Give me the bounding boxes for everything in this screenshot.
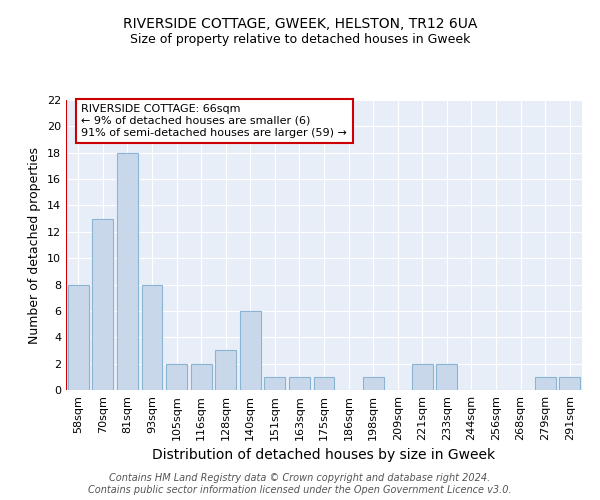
Bar: [436, 364, 457, 390]
Text: RIVERSIDE COTTAGE: 66sqm
← 9% of detached houses are smaller (6)
91% of semi-det: RIVERSIDE COTTAGE: 66sqm ← 9% of detache…: [82, 104, 347, 138]
Bar: [68, 284, 89, 390]
Bar: [191, 364, 212, 390]
Bar: [289, 377, 310, 390]
Bar: [215, 350, 236, 390]
Bar: [240, 311, 261, 390]
Bar: [265, 377, 286, 390]
Bar: [92, 218, 113, 390]
Bar: [362, 377, 383, 390]
Bar: [314, 377, 334, 390]
Text: Contains HM Land Registry data © Crown copyright and database right 2024.
Contai: Contains HM Land Registry data © Crown c…: [88, 474, 512, 495]
Bar: [412, 364, 433, 390]
Bar: [142, 284, 163, 390]
Text: Size of property relative to detached houses in Gweek: Size of property relative to detached ho…: [130, 32, 470, 46]
Text: RIVERSIDE COTTAGE, GWEEK, HELSTON, TR12 6UA: RIVERSIDE COTTAGE, GWEEK, HELSTON, TR12 …: [123, 18, 477, 32]
Y-axis label: Number of detached properties: Number of detached properties: [28, 146, 41, 344]
Bar: [535, 377, 556, 390]
X-axis label: Distribution of detached houses by size in Gweek: Distribution of detached houses by size …: [152, 448, 496, 462]
Bar: [559, 377, 580, 390]
Bar: [117, 152, 138, 390]
Bar: [166, 364, 187, 390]
